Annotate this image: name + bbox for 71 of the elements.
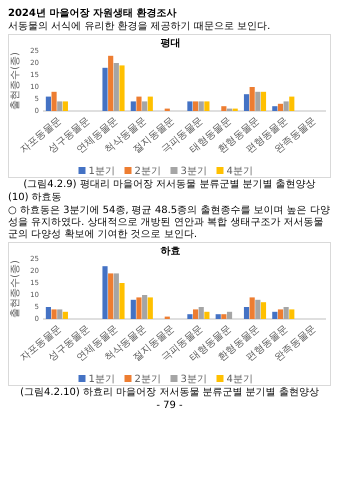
bar [260,302,266,319]
legend-label: 3분기 [180,374,207,385]
bar [114,273,119,319]
bar [187,314,192,319]
text: (10) 하효동 [8,192,63,204]
bar [119,283,125,319]
bar [244,94,250,111]
bar [289,96,294,111]
bar [192,101,198,111]
text: 서동물의 서식에 유리한 환경을 제공하기 때문으로 보인다. [8,21,272,33]
bar [278,104,284,111]
legend-label: 2분기 [134,166,161,177]
bar [198,101,204,111]
text: (그림4.2.10) 하효리 마을어장 저서동물 분류군별 분기별 출현양상 [19,387,320,399]
bar [119,65,125,111]
text: ○ 하효동은 3분기에 54종, 평균 48.5종의 출현종수를 보이며 높은 다양성을 유지하였다. 상대적으로 개방된 연안과 복합 생태구조가 저서동물군의 다양성 확보에 기여한 것으로 보인다. [8,205,331,241]
legend-label: 1분기 [88,374,115,385]
bar [51,309,57,319]
bar [46,307,51,319]
bar [272,106,278,111]
y-axis-title: 출현종수(종) [10,260,21,318]
legend-label: 2분기 [134,374,161,385]
bar [198,307,204,319]
bar [192,309,198,319]
bar [255,300,260,319]
legend-label: 4분기 [226,166,253,177]
bar [108,273,114,319]
bar [284,307,289,319]
chart-title: 평대 [160,38,180,49]
bar [284,101,289,111]
bar [204,101,210,111]
bar [221,314,226,319]
bar [260,92,266,111]
bar [130,101,136,111]
bar [250,87,255,111]
bar [289,309,294,319]
bar [62,101,68,111]
legend-label: 1분기 [88,166,115,177]
bar [142,295,148,319]
bar [221,106,226,111]
bar [102,266,108,319]
bar [226,312,232,319]
bar [142,101,148,111]
text: (그림4.2.9) 평대리 마을어장 저서동물 분류군별 분기별 출현양상 [22,179,317,191]
bar [102,68,108,111]
bar [136,96,142,111]
bar [62,312,68,319]
bar [57,101,62,111]
bar [46,96,51,111]
bar [108,56,114,111]
bar [148,96,153,111]
bar [272,312,278,319]
legend-label: 4분기 [226,374,253,385]
text: 2024년 마을어장 자원생태 환경조사 [8,8,178,20]
bar [148,297,153,319]
bar [187,101,192,111]
bar [216,314,221,319]
bar [130,300,136,319]
bar [250,297,255,319]
y-axis-title: 출현종수(종) [10,52,21,110]
chart-title: 하효 [160,246,180,257]
bar [57,309,62,319]
bar [204,312,210,319]
legend-label: 3분기 [180,166,207,177]
bar [136,297,142,319]
bar [114,63,119,111]
bar [255,92,260,111]
bar [244,307,250,319]
text: - 79 - [155,400,184,412]
bar [51,92,57,111]
bar [278,309,284,319]
